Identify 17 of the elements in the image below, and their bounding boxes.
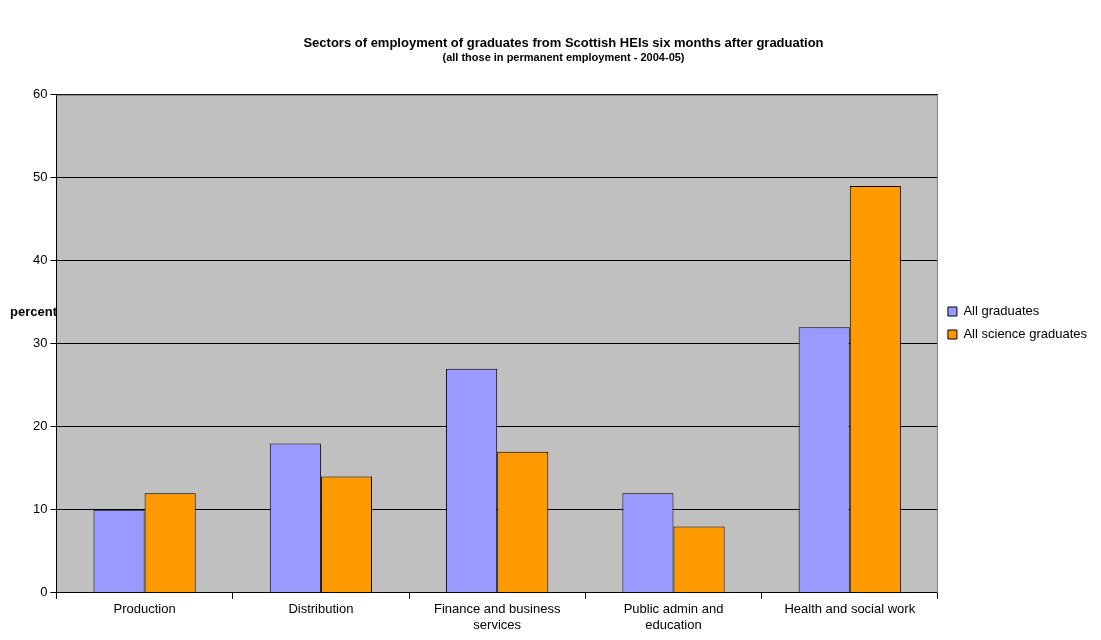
x-tick-label: Distribution — [288, 601, 354, 617]
x-tick-label: Production — [113, 601, 176, 617]
y-axis-title: percent — [10, 304, 57, 319]
y-tick-label: 30 — [32, 335, 48, 351]
chart-subtitle: (all those in permanent employment - 2004-05) — [442, 51, 685, 64]
x-tick-label: Finance and business services — [433, 601, 561, 632]
y-tick-label: 40 — [32, 252, 48, 268]
legend-label: All graduates — [963, 303, 1040, 319]
chart-title: Sectors of employment of graduates from Scottish HEIs six months after graduation — [303, 35, 824, 51]
y-tick-label: 60 — [32, 86, 48, 102]
x-tick-label: Public admin and education — [623, 601, 724, 632]
y-tick-label: 50 — [32, 169, 48, 185]
x-tick-label: Health and social work — [784, 601, 916, 617]
y-tick-label: 20 — [32, 418, 48, 434]
y-tick-label: 0 — [40, 584, 48, 600]
legend-label: All science graduates — [963, 326, 1088, 342]
y-tick-label: 10 — [32, 501, 48, 517]
